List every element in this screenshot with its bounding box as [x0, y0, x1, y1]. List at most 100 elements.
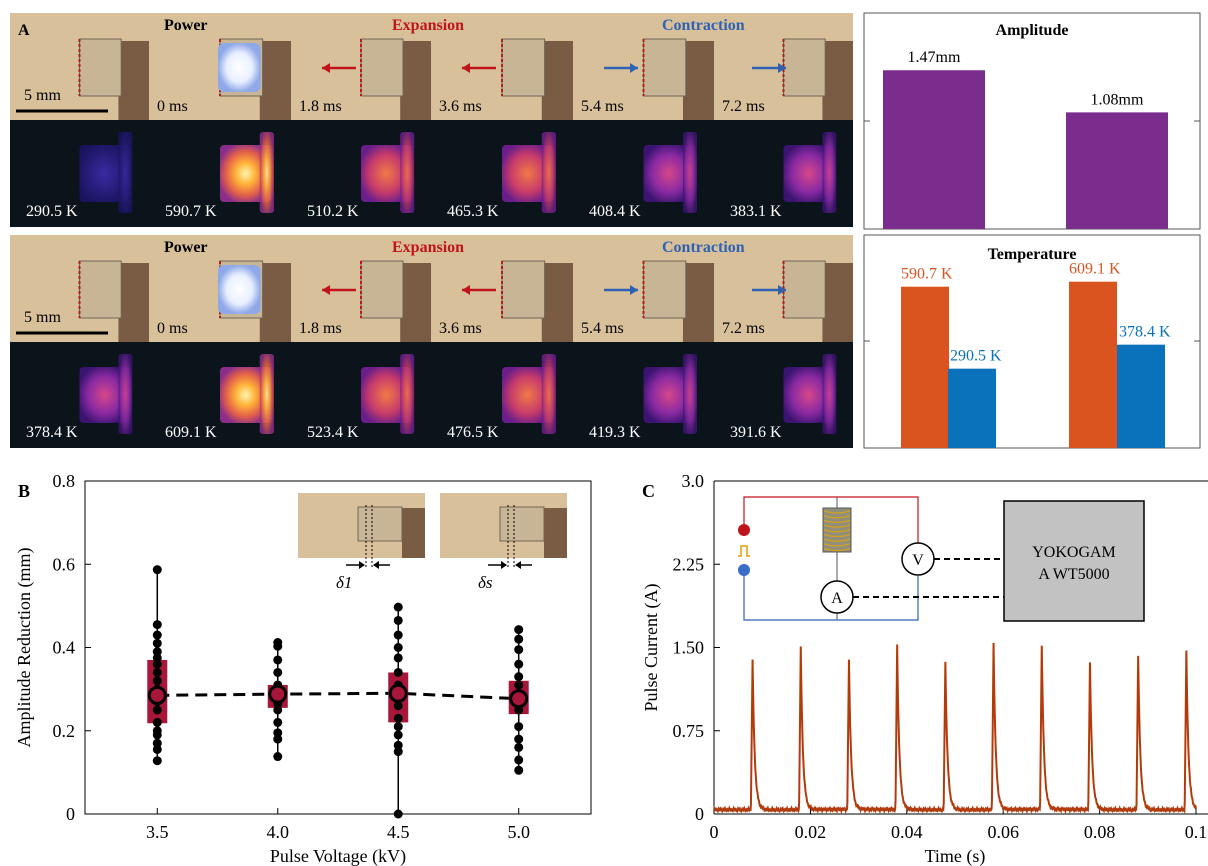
thermal-temperature-label: 391.6 K [730, 424, 782, 441]
amplitude-bar [883, 70, 985, 230]
clamp-shadow [541, 41, 573, 120]
time-label: 3.6 ms [439, 320, 482, 337]
thermal-blob [643, 145, 695, 202]
data-point [273, 655, 283, 665]
thermal-temperature-label: 476.5 K [447, 424, 499, 441]
actuator-body [360, 38, 404, 97]
thermal-cell: 391.6 K [714, 342, 853, 448]
positive-terminal [738, 524, 750, 536]
clamp-shadow [822, 41, 853, 120]
y-tick-label: 0.2 [53, 721, 76, 741]
inset-delta-label: δs [478, 573, 493, 592]
thermal-clamp [400, 132, 415, 213]
data-point [152, 744, 162, 754]
actuator-body [783, 38, 826, 97]
thermal-clamp [400, 354, 415, 434]
data-point [393, 809, 403, 819]
data-point [152, 730, 162, 740]
coil-winding [823, 519, 851, 524]
thermal-clamp [682, 132, 698, 213]
actuator-body [501, 260, 546, 319]
panel-label-c: C [642, 481, 655, 501]
thermal-blob [361, 367, 412, 423]
amplitude-chart: Amplitude 1.47mm 1.08mm [863, 12, 1201, 230]
joule-flash [218, 43, 261, 92]
mean-marker [509, 689, 529, 709]
photo-cell: 0 ms [149, 235, 291, 342]
x-tick-label: 0.1 [1185, 822, 1208, 842]
y-tick-label: 3.0 [682, 471, 705, 491]
photo-cell: 5.4 ms [573, 13, 714, 120]
bar-value-label: 290.5 K [950, 348, 1002, 365]
data-point [393, 615, 403, 625]
photo-cell: 3.6 ms [431, 13, 573, 120]
data-point [393, 653, 403, 663]
inset-clamp [544, 508, 567, 558]
temperature-chart: Temperature 590.7 K 609.1 K 290.5 K 378.4 K [863, 234, 1201, 449]
thermal-cell: 609.1 K [149, 342, 291, 448]
y-tick-label: 0 [66, 804, 75, 824]
photo-cell [10, 13, 149, 120]
actuator-body [643, 38, 687, 97]
thermal-cell: 408.4 K [573, 120, 714, 227]
actuator-body [79, 260, 122, 319]
thermal-clamp [541, 354, 556, 434]
data-point [514, 672, 524, 682]
data-point [273, 705, 283, 715]
power-analyzer-name-line1: YOKOGAM [1032, 544, 1116, 561]
thermal-blob [79, 367, 130, 423]
photo-cell: 0 ms [149, 13, 291, 120]
thermal-clamp [259, 132, 274, 213]
motion-arrow-head [778, 63, 786, 73]
data-point [152, 659, 162, 669]
coil-winding [823, 533, 851, 538]
clamp-shadow [400, 41, 431, 120]
motion-arrow-head [778, 285, 786, 295]
thermal-temperature-label: 419.3 K [589, 424, 641, 441]
data-point [273, 734, 283, 744]
scale-bar-label: 5 mm [24, 309, 61, 326]
data-point [514, 625, 524, 635]
data-point [273, 641, 283, 651]
data-point [273, 752, 283, 762]
data-point [514, 734, 524, 744]
thermal-cell: 419.3 K [573, 342, 714, 448]
thermal-blob [783, 367, 834, 423]
inset-arrow-head [359, 561, 365, 569]
data-point [152, 647, 162, 657]
power-analyzer-name-line2: A WT5000 [1038, 566, 1109, 583]
temperature-bar [1069, 281, 1117, 448]
thermal-cell: 383.1 K [714, 120, 853, 227]
inset-delta-label: δ1 [336, 573, 352, 592]
thermal-clamp [118, 354, 133, 434]
data-point [393, 602, 403, 612]
time-label: 7.2 ms [722, 98, 765, 115]
thermal-clamp [541, 132, 556, 213]
thermal-temperature-label: 465.3 K [447, 203, 499, 220]
clamp-shadow [259, 41, 291, 120]
actuator-body [360, 260, 404, 319]
coil-winding [823, 543, 851, 547]
thermal-blob [220, 145, 272, 202]
inset-photo: δs [440, 493, 567, 592]
thermal-blob [502, 367, 554, 423]
y-tick-label: 0.75 [673, 721, 705, 741]
data-point [152, 638, 162, 648]
time-label: 5.4 ms [581, 320, 624, 337]
time-label: 1.8 ms [299, 320, 342, 337]
thermal-temperature-label: 609.1 K [165, 424, 217, 441]
clamp-shadow [682, 41, 714, 120]
y-axis-label: Amplitude Reduction (mm) [14, 548, 35, 748]
time-label: 0 ms [157, 320, 188, 337]
bar-value-label: 609.1 K [1069, 261, 1121, 278]
clamp-shadow [259, 263, 291, 342]
data-point [393, 740, 403, 750]
photo-cell: 3.6 ms [431, 235, 573, 342]
actuator-body [783, 260, 826, 319]
voltmeter-label: V [912, 552, 924, 569]
thermal-cell: 523.4 K [291, 342, 431, 448]
x-axis-label: Time (s) [925, 846, 986, 866]
data-point [514, 645, 524, 655]
thermal-temperature-label: 590.7 K [165, 203, 217, 220]
thermal-cell: 290.5 K [10, 120, 149, 227]
